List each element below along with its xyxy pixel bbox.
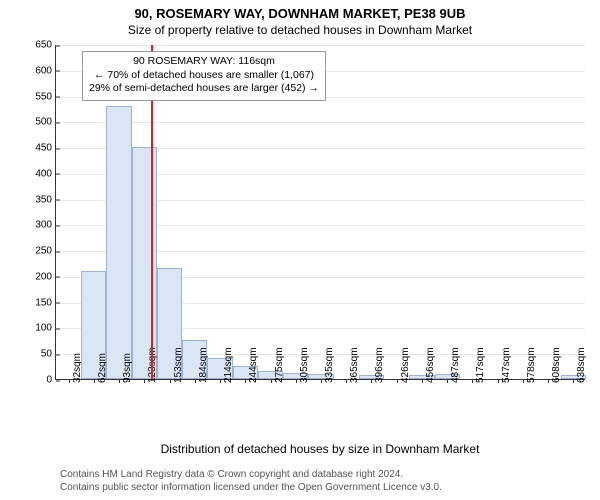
- y-tick-label: 150: [26, 297, 56, 308]
- x-tick-mark: [69, 379, 70, 383]
- y-tick-label: 400: [26, 168, 56, 179]
- x-tick-mark: [548, 379, 549, 383]
- x-tick-label: 487sqm: [450, 347, 461, 383]
- x-tick-mark: [472, 379, 473, 383]
- x-tick-mark: [220, 379, 221, 383]
- y-tick-label: 0: [26, 375, 56, 386]
- y-tick-label: 100: [26, 323, 56, 334]
- y-tick-label: 500: [26, 117, 56, 128]
- x-tick-mark: [271, 379, 272, 383]
- x-tick-mark: [397, 379, 398, 383]
- x-axis-label: Distribution of detached houses by size …: [55, 442, 585, 456]
- x-tick-mark: [523, 379, 524, 383]
- x-tick-mark: [170, 379, 171, 383]
- y-tick-label: 650: [26, 40, 56, 51]
- histogram-bar: [132, 147, 157, 379]
- x-tick-label: 578sqm: [526, 347, 537, 383]
- x-tick-mark: [346, 379, 347, 383]
- x-tick-mark: [195, 379, 196, 383]
- y-tick-label: 450: [26, 143, 56, 154]
- infobox-line-smaller: ← 70% of detached houses are smaller (1,…: [89, 69, 319, 83]
- x-tick-mark: [321, 379, 322, 383]
- x-tick-label: 335sqm: [324, 347, 335, 383]
- x-tick-mark: [498, 379, 499, 383]
- y-tick-label: 550: [26, 91, 56, 102]
- chart-title-address: 90, ROSEMARY WAY, DOWNHAM MARKET, PE38 9…: [0, 6, 600, 21]
- histogram-bar: [106, 106, 131, 379]
- x-tick-mark: [573, 379, 574, 383]
- chart-footer: Contains HM Land Registry data © Crown c…: [60, 469, 442, 494]
- x-tick-mark: [296, 379, 297, 383]
- x-tick-mark: [119, 379, 120, 383]
- x-tick-label: 547sqm: [501, 347, 512, 383]
- x-tick-mark: [371, 379, 372, 383]
- y-tick-label: 600: [26, 65, 56, 76]
- y-tick-label: 50: [26, 349, 56, 360]
- highlight-info-box: 90 ROSEMARY WAY: 116sqm ← 70% of detache…: [82, 51, 326, 101]
- infobox-line-size: 90 ROSEMARY WAY: 116sqm: [89, 55, 319, 69]
- gridline: [56, 122, 585, 123]
- x-tick-label: 396sqm: [374, 347, 385, 383]
- x-tick-label: 517sqm: [475, 347, 486, 383]
- histogram-plot-area: 0501001502002503003504004505005506006503…: [55, 45, 585, 380]
- gridline: [56, 45, 585, 46]
- x-tick-mark: [245, 379, 246, 383]
- footer-line2: Contains public sector information licen…: [60, 482, 442, 495]
- y-tick-label: 300: [26, 220, 56, 231]
- y-tick-label: 200: [26, 271, 56, 282]
- x-tick-mark: [447, 379, 448, 383]
- infobox-line-larger: 29% of semi-detached houses are larger (…: [89, 82, 319, 96]
- x-tick-mark: [144, 379, 145, 383]
- x-tick-mark: [422, 379, 423, 383]
- x-tick-mark: [94, 379, 95, 383]
- footer-line1: Contains HM Land Registry data © Crown c…: [60, 469, 442, 482]
- chart-subtitle: Size of property relative to detached ho…: [0, 23, 600, 37]
- x-tick-label: 638sqm: [576, 347, 587, 383]
- y-tick-label: 250: [26, 246, 56, 257]
- y-tick-label: 350: [26, 194, 56, 205]
